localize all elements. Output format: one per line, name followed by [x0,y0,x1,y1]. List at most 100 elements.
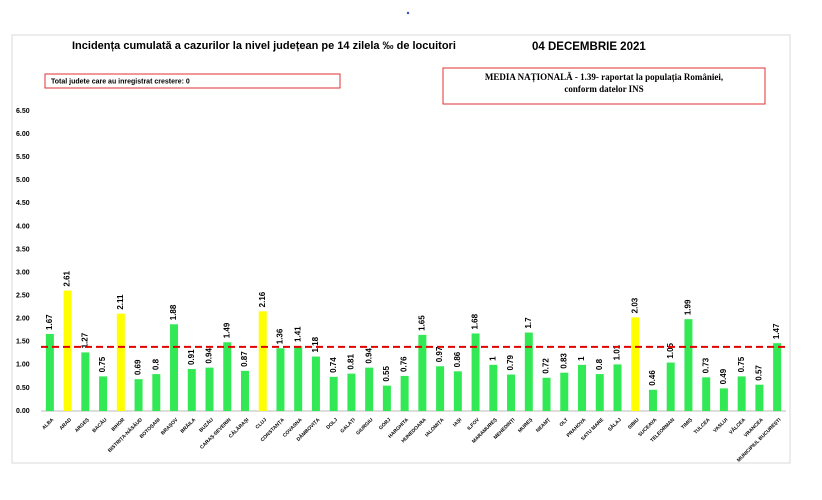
value-label: 1.01 [613,344,622,360]
value-label: 0.72 [542,358,551,374]
value-label: 1.7 [524,317,533,329]
bar [81,352,90,411]
bar [329,376,338,411]
x-tick-label: SIBIU [627,417,641,431]
average-note: MEDIA NAȚIONALĂ - 1.39- raportat la popu… [485,72,723,83]
bar [560,372,569,411]
x-tick-label: CARAȘ-SEVERIN [199,417,233,451]
bar [524,332,533,411]
bar [152,374,161,411]
bar [170,324,179,411]
bar [116,313,125,411]
x-tick-label: IAȘI [452,417,464,429]
x-tick-label: TULCEA [693,417,712,436]
value-label: 1.47 [772,323,781,339]
bar [134,379,143,411]
value-label: 0.79 [506,354,515,370]
y-tick-label: 1.00 [16,362,30,369]
bar [702,377,711,411]
bar [719,388,728,411]
value-label: 0.86 [453,351,462,367]
y-tick-label: 5.00 [16,177,30,184]
bar [578,364,587,411]
note-box [44,73,341,89]
y-tick-label: 3.50 [16,246,30,253]
value-label: 1.67 [45,314,54,330]
bar [418,334,427,411]
value-label: 1.68 [471,313,480,329]
y-tick-label: 6.00 [16,131,30,138]
value-label: 0.57 [755,365,764,381]
value-label: 1.27 [80,332,89,348]
bar [471,333,480,411]
bar [542,377,551,411]
y-tick-label: 4.00 [16,223,30,230]
value-label: 1 [488,356,497,361]
value-label: 2.11 [116,294,125,310]
bar [45,333,54,411]
x-tick-label: MUREȘ [517,417,534,434]
x-tick-label: ARAD [58,417,73,432]
value-label: 1.99 [684,299,693,315]
chart-title: Incidența cumulată a cazurilor la nivel … [72,40,456,52]
bar [595,374,604,411]
value-label: 1.18 [311,336,320,352]
y-tick-label: 0.00 [16,408,30,415]
value-label: 0.8 [595,358,604,370]
x-tick-label: BIHOR [111,417,127,433]
dot [406,11,410,15]
bar [453,371,462,411]
bar [648,389,657,411]
bar [507,374,516,411]
y-tick-label: 4.50 [16,200,30,207]
value-label: 1 [577,356,586,361]
value-label: 1.05 [666,342,675,358]
x-tick-label: ILFOV [466,417,481,432]
value-label: 0.49 [719,368,728,384]
value-label: 0.87 [240,351,249,367]
bar [755,384,764,411]
value-label: 0.83 [559,353,568,369]
value-label: 0.76 [400,356,409,372]
value-label: 0.55 [382,366,391,382]
x-tick-label: CLUJ [255,417,269,431]
bar [489,364,498,411]
x-tick-label: GIURGIU [355,417,375,437]
y-tick-label: 3.00 [16,269,30,276]
bar [400,375,409,411]
value-label: 2.61 [63,270,72,286]
bar [773,343,782,411]
x-tick-label: BUZĂU [198,416,216,434]
x-tick-label: IALOMIȚA [424,417,446,439]
value-label: 2.16 [258,291,267,307]
x-tick-label: ARGEȘ [74,417,91,434]
value-label: 1.49 [222,322,231,338]
x-tick-label: BRĂILA [179,416,198,435]
bar [436,366,445,411]
value-label: 0.94 [364,348,373,364]
bar [382,385,391,411]
x-tick-label: SĂLAJ [606,416,623,433]
x-tick-label: ALBA [41,417,55,431]
x-tick-label: NEAMȚ [535,417,552,434]
bar [684,319,693,411]
chart-frame [11,34,791,464]
value-label: 1.88 [169,304,178,320]
x-tick-label: BACĂU [91,416,109,434]
bar [223,342,232,411]
value-label: 0.75 [98,356,107,372]
bar [63,290,72,411]
bar [666,362,675,411]
value-label: 0.91 [187,349,196,365]
value-label: 0.69 [134,359,143,375]
value-label: 0.97 [435,346,444,362]
value-label: 0.94 [205,348,214,364]
value-label: 1.65 [417,315,426,331]
value-label: 2.03 [630,297,639,313]
bar [347,373,356,411]
bar [99,376,108,411]
value-label: 0.73 [701,357,710,373]
bar [311,356,320,411]
bar [613,364,622,411]
